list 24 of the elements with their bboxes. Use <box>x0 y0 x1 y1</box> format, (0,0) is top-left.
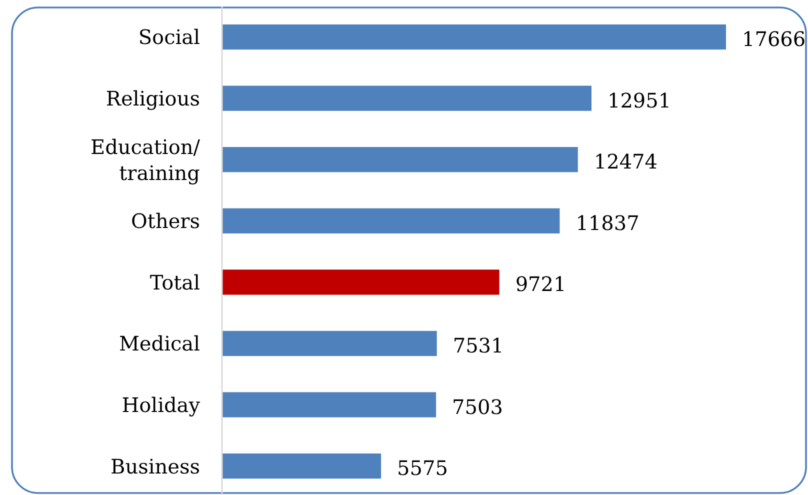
data-label: 11837 <box>576 210 640 235</box>
bar <box>222 392 436 418</box>
data-label: 7503 <box>452 394 503 419</box>
y-tick-label: Others <box>131 209 200 234</box>
y-tick-label: Holiday <box>122 392 201 417</box>
y-tick-label: Religious <box>106 86 200 110</box>
data-label: 17666 <box>742 26 806 51</box>
bar <box>222 86 592 111</box>
y-tick-label: Business <box>110 454 200 478</box>
bar <box>222 147 578 172</box>
bar <box>222 208 560 234</box>
bar <box>222 270 500 295</box>
bar <box>222 24 726 50</box>
data-label: 7531 <box>452 333 504 358</box>
bar <box>222 330 437 356</box>
data-label: 12951 <box>607 88 672 112</box>
y-tick-label: Total <box>150 270 200 294</box>
bar <box>222 453 382 479</box>
y-tick-label: Social <box>138 25 200 50</box>
y-tick-label: Education/training <box>90 134 200 185</box>
data-label: 5575 <box>397 456 448 480</box>
data-label: 12474 <box>594 150 658 174</box>
y-tick-label: Medical <box>118 332 200 356</box>
data-label: 9721 <box>515 272 566 296</box>
